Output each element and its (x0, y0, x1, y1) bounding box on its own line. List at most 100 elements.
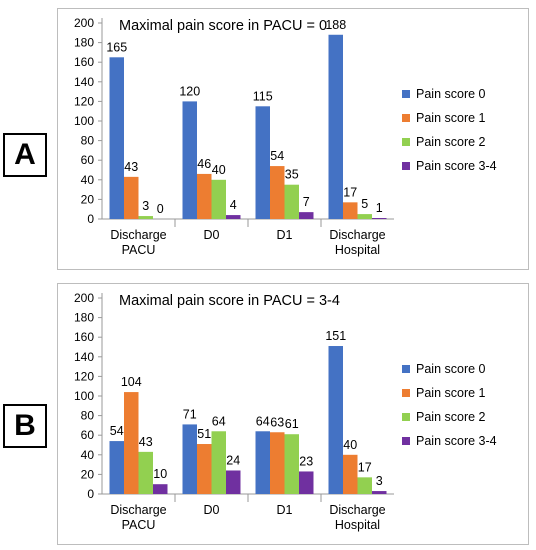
chart-b: Maximal pain score in PACU = 3-4 0 20 40 60 8… (74, 291, 497, 532)
chart-b-category-label-2: D1 (277, 503, 293, 517)
chart-a-bar-0-2 (138, 216, 153, 219)
chart-b-data-label-2-1: 63 (270, 415, 284, 429)
chart-a-bar-3-2 (357, 214, 372, 219)
chart-a-title: Maximal pain score in PACU = 0 (119, 18, 327, 34)
chart-b-legend-swatch-1 (402, 389, 410, 397)
chart-b-category-label-3: Discharge (329, 503, 385, 517)
chart-a-legend-label-3: Pain score 3-4 (416, 159, 497, 173)
chart-b-bar-3-0 (328, 346, 343, 494)
chart-a-legend-label-2: Pain score 2 (416, 135, 486, 149)
chart-b-bar-1-1 (197, 444, 212, 494)
chart-a-bar-1-1 (197, 173, 212, 219)
chart-b-data-label-1-2: 64 (212, 414, 226, 428)
chart-a-category-label-1: D0 (204, 228, 220, 242)
chart-a-data-label-3-1: 17 (343, 185, 357, 199)
chart-a-bar-1-0 (182, 101, 197, 219)
chart-b-bar-1-0 (182, 424, 197, 494)
chart-b-category-label-0: PACU (122, 518, 156, 532)
chart-a-ytick-label: 40 (81, 173, 95, 187)
chart-b-ytick-label: 140 (74, 350, 94, 364)
chart-a-bar-3-1 (343, 202, 358, 219)
chart-b-data-label-1-0: 71 (183, 407, 197, 421)
chart-b-title: Maximal pain score in PACU = 3-4 (119, 293, 340, 309)
chart-a-ytick-label: 200 (74, 16, 94, 30)
chart-a: Maximal pain score in PACU = 00204060801… (74, 16, 497, 257)
chart-a-ytick-label: 140 (74, 75, 94, 89)
chart-b-ytick-label: 40 (81, 448, 95, 462)
chart-a-category-label-0: PACU (122, 243, 156, 257)
chart-a-data-label-3-3: 1 (376, 201, 383, 215)
chart-b-legend-swatch-2 (402, 413, 410, 421)
chart-a-data-label-2-3: 7 (303, 195, 310, 209)
chart-a-bar-2-2 (284, 184, 299, 219)
chart-b-data-label-1-3: 24 (226, 453, 240, 467)
chart-a-data-label-1-2: 40 (212, 163, 226, 177)
chart-b-legend-swatch-3 (402, 437, 410, 445)
chart-b-legend-label-2: Pain score 2 (416, 410, 486, 424)
chart-b-category-label-0: Discharge (110, 503, 166, 517)
chart-b-category-label-1: D0 (204, 503, 220, 517)
chart-b-bar-2-1 (270, 432, 285, 494)
chart-a-legend-label-1: Pain score 1 (416, 111, 486, 125)
chart-a-ytick-label: 60 (81, 153, 95, 167)
chart-b-ytick-label: 80 (81, 409, 95, 423)
chart-a-category-label-0: Discharge (110, 228, 166, 242)
chart-a-bar-1-3 (226, 215, 241, 219)
chart-a-legend-swatch-2 (402, 138, 410, 146)
chart-b-ytick-label: 200 (74, 291, 94, 305)
chart-a-ytick-label: 100 (74, 114, 94, 128)
chart-b-data-label-2-2: 61 (285, 417, 299, 431)
chart-b-bar-0-2 (138, 451, 153, 494)
chart-b-data-label-0-3: 10 (153, 467, 167, 481)
chart-b-bar-1-2 (211, 431, 226, 494)
chart-a-ytick-label: 160 (74, 55, 94, 69)
chart-b-legend-label-0: Pain score 0 (416, 362, 486, 376)
chart-a-bar-3-0 (328, 34, 343, 219)
chart-b-data-label-2-3: 23 (299, 454, 313, 468)
chart-a-bar-2-0 (255, 106, 270, 219)
chart-b-ytick-label: 160 (74, 330, 94, 344)
chart-b-data-label-3-1: 40 (343, 438, 357, 452)
chart-b-legend-label-3: Pain score 3-4 (416, 434, 497, 448)
chart-a-data-label-3-0: 188 (325, 18, 346, 32)
panel-a-label: A (3, 133, 47, 177)
chart-a-legend-swatch-3 (402, 162, 410, 170)
chart-b-legend-label-1: Pain score 1 (416, 386, 486, 400)
chart-a-bar-3-3 (372, 218, 387, 219)
chart-a-data-label-0-2: 3 (142, 199, 149, 213)
chart-b-data-label-0-1: 104 (121, 375, 142, 389)
chart-b-bar-0-3 (153, 484, 168, 494)
chart-b-data-label-0-2: 43 (139, 435, 153, 449)
chart-a-data-label-1-1: 46 (197, 157, 211, 171)
chart-a-ytick-label: 80 (81, 134, 95, 148)
chart-a-data-label-1-0: 120 (179, 84, 200, 98)
chart-b-category-label-3: Hospital (335, 518, 380, 532)
chart-a-data-label-1-3: 4 (230, 198, 237, 212)
chart-b-data-label-1-1: 51 (197, 427, 211, 441)
chart-a-category-label-2: D1 (277, 228, 293, 242)
chart-b-data-label-3-2: 17 (358, 460, 372, 474)
chart-b-bar-2-3 (299, 471, 314, 494)
chart-a-category-label-3: Hospital (335, 243, 380, 257)
chart-b-bar-3-3 (372, 491, 387, 494)
chart-b-bar-3-2 (357, 477, 372, 494)
chart-b-data-label-0-0: 54 (110, 424, 124, 438)
chart-b-bar-1-3 (226, 470, 241, 494)
chart-a-legend-swatch-1 (402, 114, 410, 122)
chart-a-ytick-label: 120 (74, 94, 94, 108)
chart-a-bar-2-3 (299, 212, 314, 219)
chart-b-ytick-label: 60 (81, 428, 95, 442)
chart-a-data-label-2-0: 115 (253, 89, 273, 103)
chart-b-ytick-label: 20 (81, 467, 95, 481)
chart-b-legend-swatch-0 (402, 365, 410, 373)
chart-a-bar-1-2 (211, 179, 226, 219)
chart-a-ytick-label: 20 (81, 192, 95, 206)
chart-a-data-label-2-1: 54 (270, 149, 284, 163)
chart-b-data-label-3-0: 151 (325, 329, 346, 343)
chart-b-ytick-label: 0 (87, 487, 94, 501)
chart-a-data-label-0-1: 43 (124, 160, 138, 174)
chart-b-bar-3-1 (343, 454, 358, 494)
chart-b-ytick-label: 100 (74, 389, 94, 403)
chart-a-data-label-3-2: 5 (361, 197, 368, 211)
chart-a-category-label-3: Discharge (329, 228, 385, 242)
